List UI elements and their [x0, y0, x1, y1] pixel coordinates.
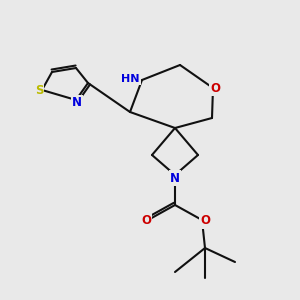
Text: S: S	[35, 85, 43, 98]
Text: HN: HN	[122, 74, 140, 84]
Text: N: N	[72, 97, 82, 110]
Text: O: O	[200, 214, 210, 227]
Text: O: O	[210, 82, 220, 94]
Text: N: N	[170, 172, 180, 184]
Text: O: O	[141, 214, 151, 227]
